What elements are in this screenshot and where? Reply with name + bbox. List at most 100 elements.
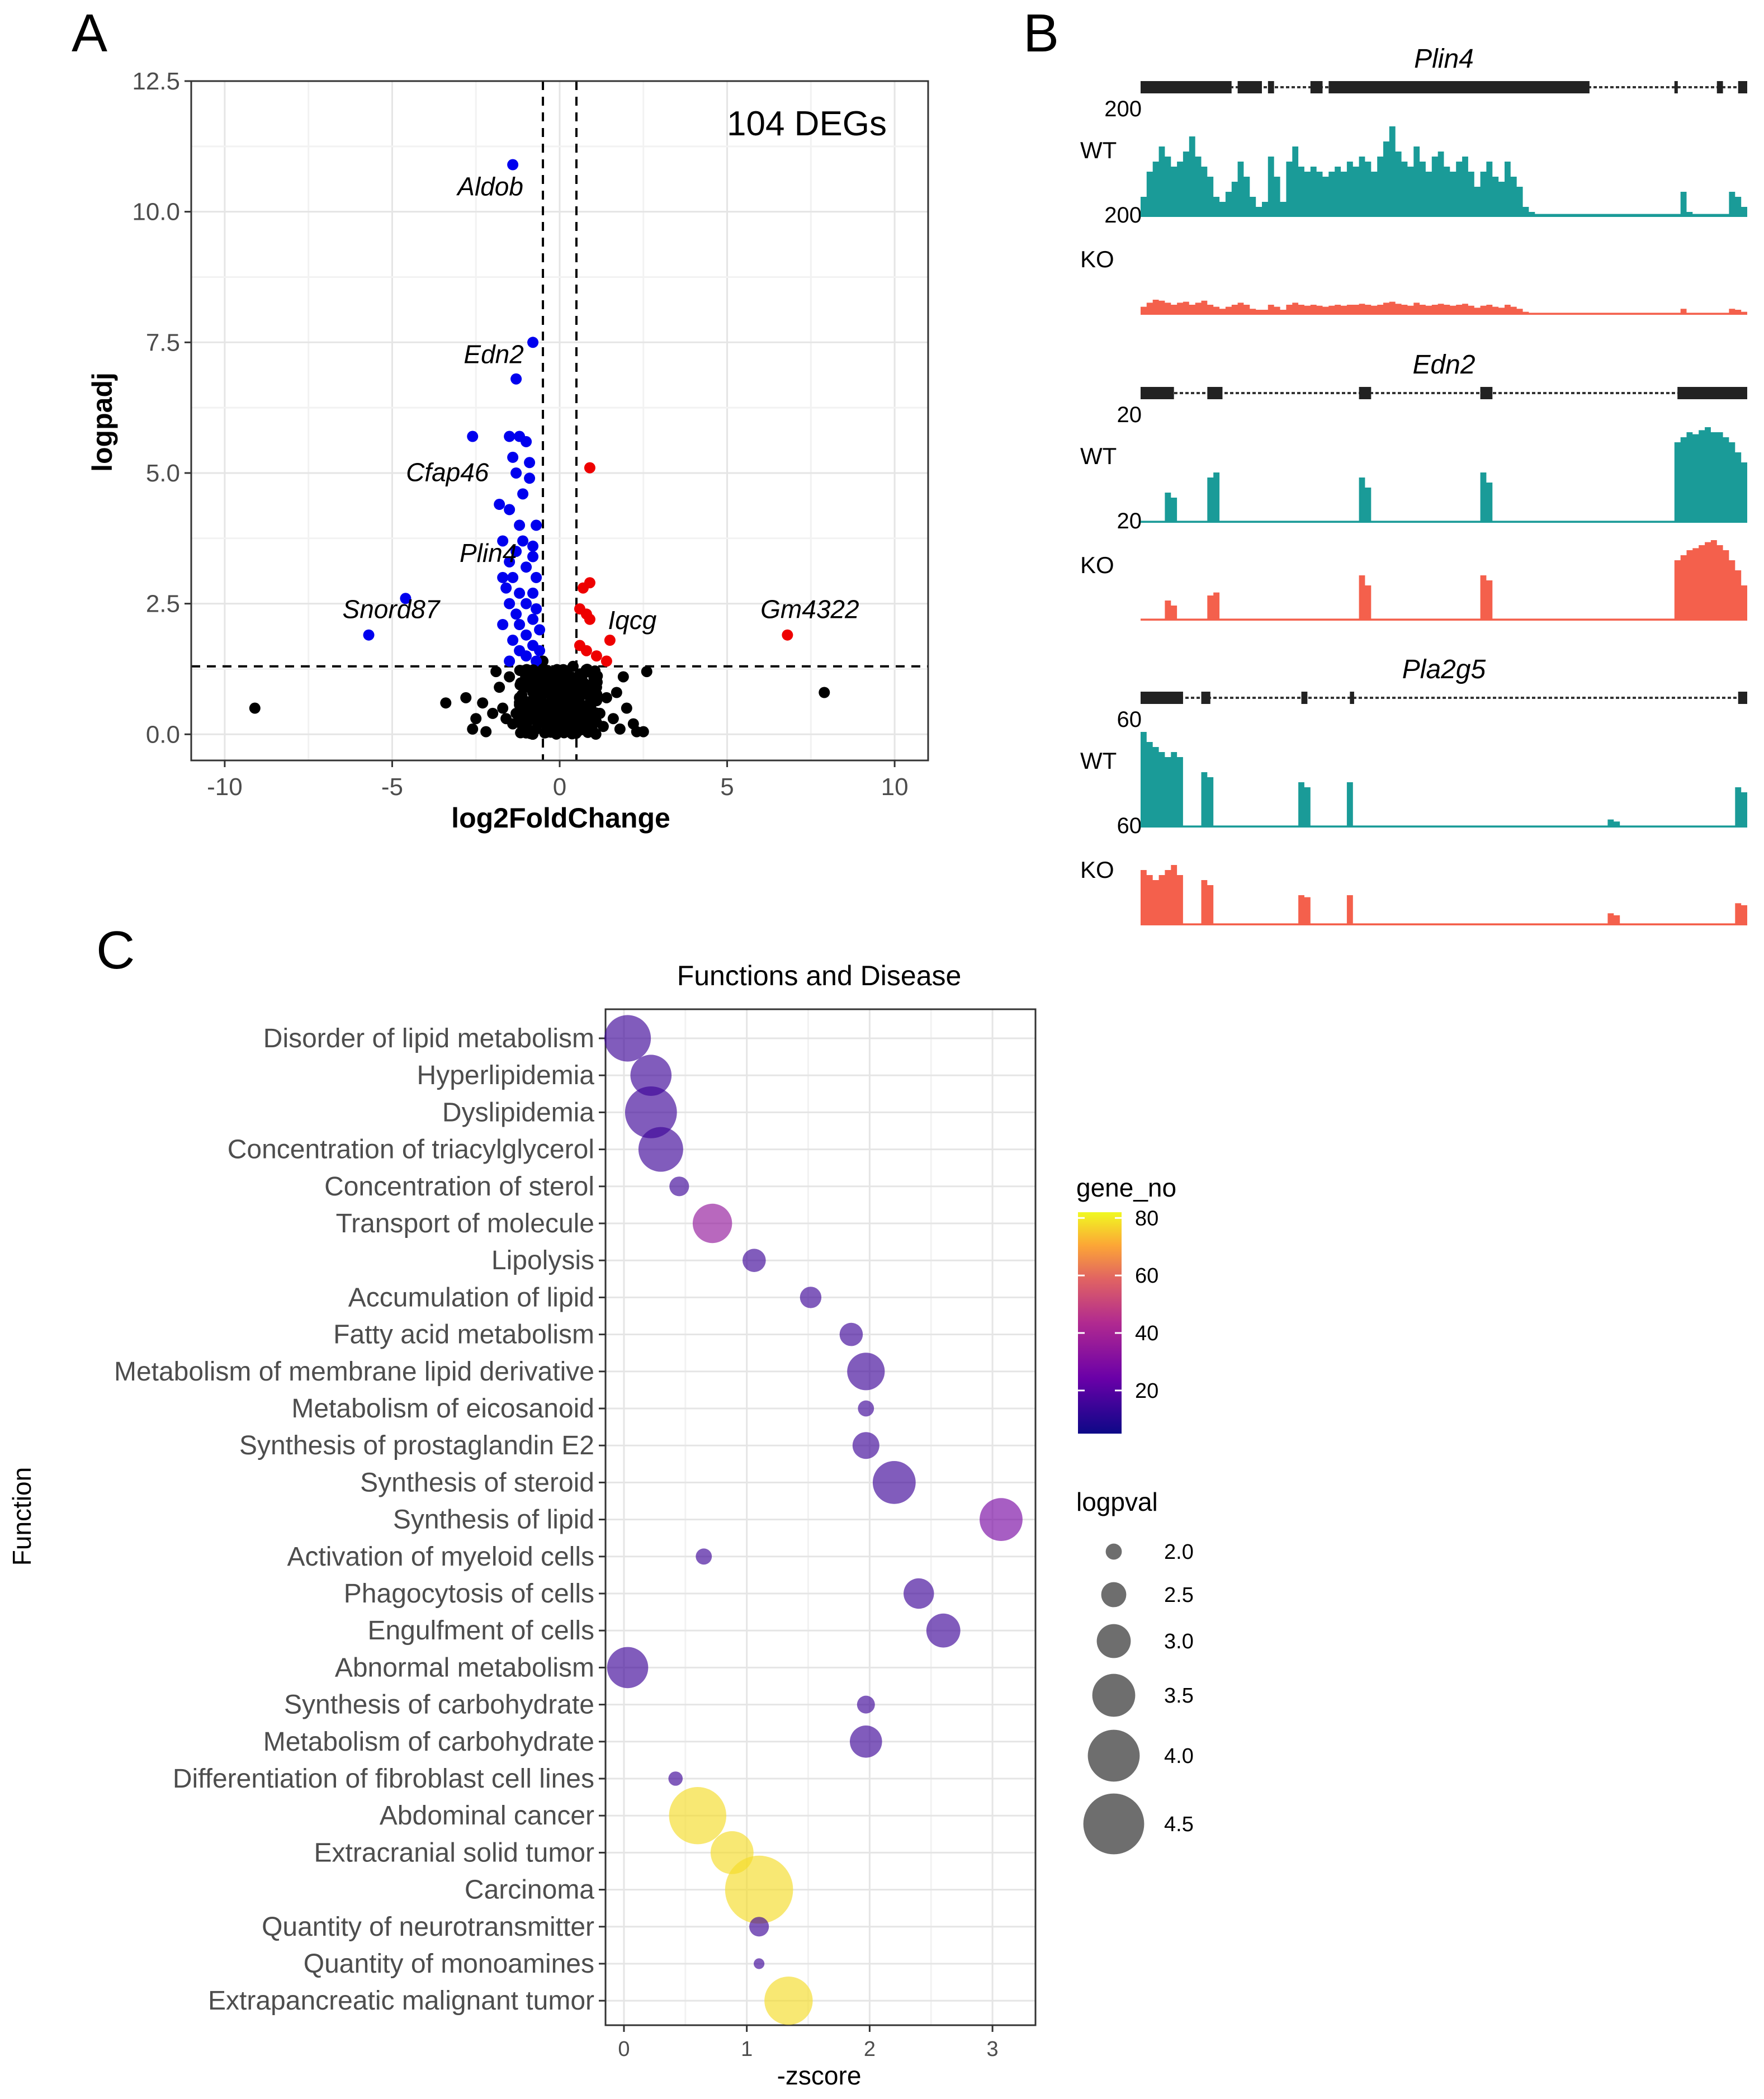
function-category-label: Activation of myeloid cells bbox=[287, 1542, 594, 1572]
coverage-tracks: Plin4200WT200KOEdn220WT20KOPla2g560WT60K… bbox=[1080, 44, 1747, 925]
volcano-point-down bbox=[510, 546, 522, 557]
bubble-point bbox=[743, 1249, 766, 1272]
volcano-gene-label: Plin4 bbox=[460, 538, 517, 568]
wt-coverage-track bbox=[1141, 732, 1747, 828]
volcano-point-ns-cloud bbox=[516, 692, 528, 703]
function-category-label: Dyslipidemia bbox=[442, 1098, 594, 1127]
volcano-point-ns-cloud bbox=[559, 675, 570, 687]
volcano-point-down bbox=[497, 535, 509, 547]
volcano-point-ns-cloud bbox=[580, 664, 592, 676]
volcano-labels: Aldob Edn2 Cfap46 Plin4 Snord87 Iqcg Gm4322 bbox=[343, 172, 859, 635]
volcano-point-up bbox=[584, 613, 595, 625]
size-legend-circle bbox=[1105, 1543, 1122, 1560]
function-category-label: Lipolysis bbox=[491, 1246, 594, 1275]
volcano-point-down bbox=[507, 635, 519, 646]
volcano-y-tick-label: 12.5 bbox=[132, 68, 180, 95]
function-category-label: Transport of molecule bbox=[336, 1209, 594, 1238]
volcano-point-ns bbox=[497, 702, 509, 714]
volcano-x-tick-label: 5 bbox=[720, 773, 734, 801]
volcano-y-tick-label: 7.5 bbox=[146, 329, 180, 356]
volcano-point-ns-cloud bbox=[515, 716, 527, 728]
volcano-point-down bbox=[494, 499, 505, 510]
volcano-point-down bbox=[521, 650, 532, 662]
size-legend-circle bbox=[1083, 1793, 1145, 1855]
bubble-ticks: 0 1 2 3 bbox=[618, 2025, 999, 2061]
volcano-point-ns-cloud bbox=[524, 707, 536, 719]
volcano-point-down bbox=[507, 159, 519, 171]
volcano-point-down bbox=[521, 598, 532, 609]
wt-coverage-track bbox=[1141, 427, 1747, 523]
ko-scale-label: 20 bbox=[1117, 509, 1142, 533]
gene-model-exon bbox=[1301, 692, 1308, 704]
volcano-point-down bbox=[497, 619, 509, 630]
ko-coverage-track bbox=[1141, 865, 1747, 925]
volcano-point-down bbox=[504, 431, 516, 442]
volcano-gene-label: Gm4322 bbox=[760, 595, 859, 624]
wt-track-label: WT bbox=[1080, 748, 1117, 774]
bubble-point bbox=[669, 1787, 726, 1845]
function-category-label: Phagocytosis of cells bbox=[344, 1579, 594, 1609]
function-category-label: Extrapancreatic malignant tumor bbox=[208, 1986, 594, 2016]
volcano-gene-label: Snord87 bbox=[343, 595, 441, 624]
volcano-points bbox=[249, 159, 830, 740]
volcano-point-ns bbox=[470, 713, 482, 725]
wt-scale-label: 60 bbox=[1117, 707, 1142, 732]
gene-model-exon bbox=[1141, 692, 1183, 704]
volcano-point-ns bbox=[500, 713, 512, 725]
gene-model-exon bbox=[1674, 81, 1678, 93]
bubble-plot-frame bbox=[604, 1008, 1037, 2026]
gene-model-exon bbox=[1716, 81, 1723, 93]
volcano-point-ns bbox=[600, 692, 612, 703]
volcano-point-ns-cloud bbox=[578, 706, 589, 718]
bubble-point bbox=[669, 1176, 689, 1197]
function-category-label: Metabolism of membrane lipid derivative bbox=[114, 1357, 594, 1387]
bubble-point bbox=[857, 1695, 875, 1714]
bubble-title: Functions and Disease bbox=[677, 960, 962, 991]
volcano-point-up bbox=[600, 655, 612, 667]
volcano-point-ns bbox=[621, 702, 632, 714]
volcano-point-down bbox=[527, 540, 539, 552]
volcano-point-ns-cloud bbox=[534, 697, 546, 709]
bubble-x-tick-label: 0 bbox=[618, 2037, 630, 2061]
volcano-point-down bbox=[534, 624, 546, 636]
volcano-point-ns-cloud bbox=[532, 717, 544, 729]
gene-model-exon bbox=[1201, 692, 1210, 704]
gene-model-exon bbox=[1141, 387, 1174, 399]
volcano-point-down bbox=[524, 472, 536, 484]
volcano-point-ns-cloud bbox=[549, 693, 561, 705]
volcano-point-ns bbox=[477, 697, 489, 709]
volcano-point-ns-cloud bbox=[515, 727, 527, 739]
gene-model-exon bbox=[1480, 387, 1493, 399]
bubble-legends: gene_no 20 40 60 80 logpval 2.0 2.5 3.0 3.5 4.0… bbox=[1076, 1173, 1194, 1855]
volcano-point-down bbox=[527, 587, 539, 599]
volcano-point-ns-cloud bbox=[515, 677, 527, 689]
bubble-y-axis-title: Function bbox=[7, 1467, 36, 1566]
bubble-point bbox=[980, 1498, 1023, 1542]
volcano-point-ns bbox=[487, 707, 499, 719]
volcano-point-down bbox=[504, 598, 516, 609]
size-legend: 2.0 2.5 3.0 3.5 4.0 4.5 bbox=[1083, 1540, 1194, 1855]
volcano-point-down bbox=[514, 619, 526, 630]
volcano-point-ns bbox=[504, 671, 516, 683]
volcano-point-ns-cloud bbox=[562, 721, 574, 732]
volcano-gene-label: Iqcg bbox=[608, 606, 656, 635]
bubble-point bbox=[904, 1578, 934, 1609]
color-legend-label: 40 bbox=[1135, 1322, 1158, 1345]
wt-track-label: WT bbox=[1080, 443, 1117, 469]
bubble-point bbox=[764, 1977, 813, 2025]
volcano-point-ns bbox=[614, 723, 626, 735]
color-legend-label: 20 bbox=[1135, 1379, 1158, 1403]
function-category-label: Disorder of lipid metabolism bbox=[263, 1024, 594, 1053]
volcano-point-ns-cloud bbox=[590, 708, 602, 720]
function-category-label: Quantity of neurotransmitter bbox=[262, 1912, 594, 1942]
panel-letter-c: C bbox=[96, 920, 135, 980]
bubble-point bbox=[668, 1771, 683, 1786]
volcano-point-down bbox=[504, 504, 516, 516]
bubble-point bbox=[725, 1855, 793, 1924]
volcano-point-ns bbox=[480, 726, 492, 738]
volcano-y-tick-label: 5.0 bbox=[146, 460, 180, 487]
volcano-point-ns-cloud bbox=[570, 727, 582, 739]
volcano-y-axis-title: logpadj bbox=[87, 372, 118, 472]
volcano-point-ns-cloud bbox=[590, 729, 602, 740]
volcano-point-down bbox=[507, 571, 519, 583]
